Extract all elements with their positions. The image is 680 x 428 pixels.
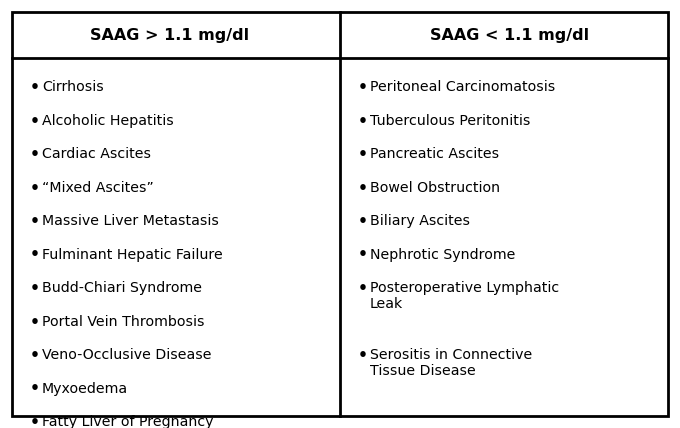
Text: •: • [358,147,368,162]
Text: Myxoedema: Myxoedema [42,381,128,395]
Text: •: • [358,247,368,262]
Text: •: • [358,113,368,128]
Text: •: • [30,415,40,428]
Text: •: • [358,348,368,363]
Text: Cirrhosis: Cirrhosis [42,80,104,94]
Text: Posteroperative Lymphatic
Leak: Posteroperative Lymphatic Leak [370,281,559,311]
Text: •: • [358,80,368,95]
Text: •: • [30,80,40,95]
Text: •: • [30,147,40,162]
Text: Pancreatic Ascites: Pancreatic Ascites [370,147,499,161]
Text: •: • [30,214,40,229]
Text: •: • [30,247,40,262]
Text: •: • [358,281,368,296]
Text: Bowel Obstruction: Bowel Obstruction [370,181,500,194]
Text: SAAG > 1.1 mg/dl: SAAG > 1.1 mg/dl [90,27,250,42]
Text: •: • [30,281,40,296]
Text: •: • [358,214,368,229]
Text: Portal Vein Thrombosis: Portal Vein Thrombosis [42,315,205,329]
Text: Biliary Ascites: Biliary Ascites [370,214,470,228]
Text: •: • [30,348,40,363]
Text: •: • [30,113,40,128]
Text: Tuberculous Peritonitis: Tuberculous Peritonitis [370,113,530,128]
Text: Fatty Liver of Pregnancy: Fatty Liver of Pregnancy [42,415,214,428]
Text: SAAG < 1.1 mg/dl: SAAG < 1.1 mg/dl [430,27,590,42]
Text: •: • [358,181,368,196]
Text: •: • [30,181,40,196]
Text: Serositis in Connective
Tissue Disease: Serositis in Connective Tissue Disease [370,348,532,378]
Text: •: • [30,381,40,396]
Text: Nephrotic Syndrome: Nephrotic Syndrome [370,247,515,262]
Text: “Mixed Ascites”: “Mixed Ascites” [42,181,154,194]
Text: •: • [30,315,40,330]
Text: Budd-Chiari Syndrome: Budd-Chiari Syndrome [42,281,202,295]
Text: Cardiac Ascites: Cardiac Ascites [42,147,151,161]
Text: Massive Liver Metastasis: Massive Liver Metastasis [42,214,219,228]
Text: Alcoholic Hepatitis: Alcoholic Hepatitis [42,113,174,128]
Text: Fulminant Hepatic Failure: Fulminant Hepatic Failure [42,247,223,262]
Text: Veno-Occlusive Disease: Veno-Occlusive Disease [42,348,211,362]
Text: Peritoneal Carcinomatosis: Peritoneal Carcinomatosis [370,80,556,94]
